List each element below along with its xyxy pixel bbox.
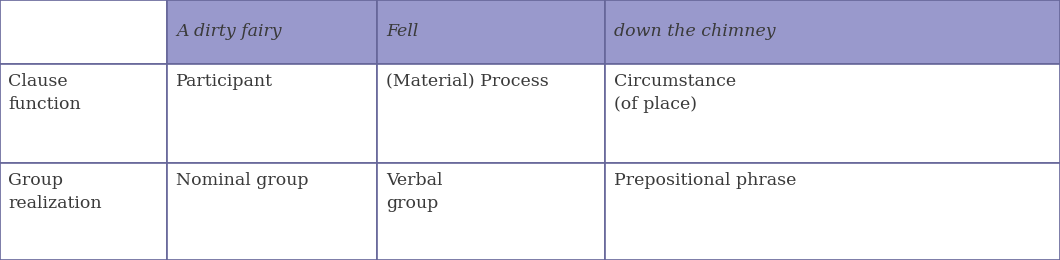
Text: (Material) Process: (Material) Process (386, 73, 549, 90)
Bar (0, 162, 167, 260)
Text: A dirty fairy: A dirty fairy (176, 23, 282, 40)
Text: Fell: Fell (386, 23, 418, 40)
Bar (0, 0, 167, 64)
Bar (377, 0, 605, 64)
Text: Participant: Participant (176, 73, 273, 90)
Text: Group
realization: Group realization (8, 172, 102, 212)
Bar (167, 0, 377, 64)
Text: Circumstance
(of place): Circumstance (of place) (614, 73, 736, 113)
Text: Verbal
group: Verbal group (386, 172, 442, 212)
Bar (377, 64, 605, 162)
Bar (377, 162, 605, 260)
Bar (605, 0, 1060, 64)
Text: Nominal group: Nominal group (176, 172, 308, 188)
Text: Clause
function: Clause function (8, 73, 82, 113)
Bar (0, 64, 167, 162)
Text: Prepositional phrase: Prepositional phrase (614, 172, 796, 188)
Bar (167, 64, 377, 162)
Bar (605, 162, 1060, 260)
Bar (605, 64, 1060, 162)
Text: down the chimney: down the chimney (614, 23, 775, 40)
Bar (167, 162, 377, 260)
